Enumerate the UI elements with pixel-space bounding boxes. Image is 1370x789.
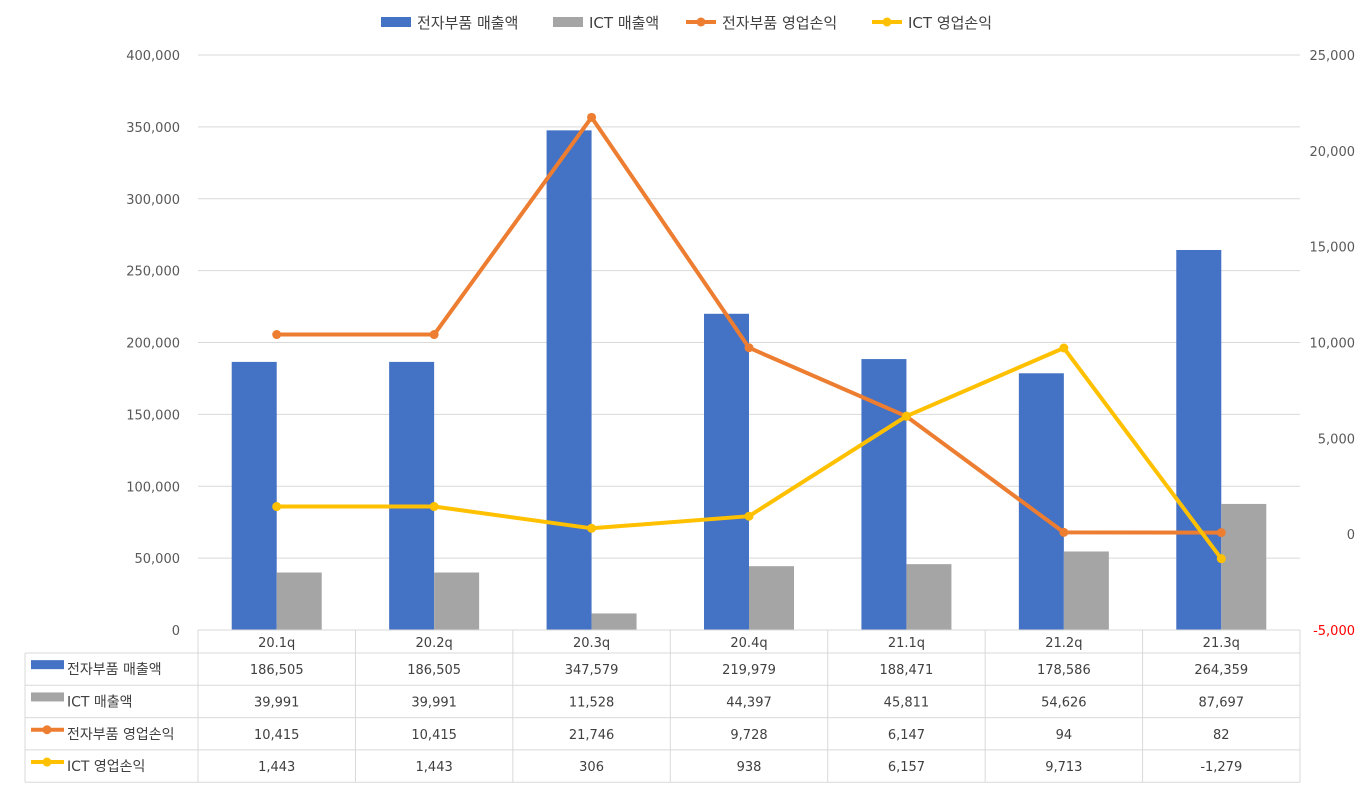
- table-cell: 9,728: [730, 728, 767, 743]
- table-cell: 6,147: [888, 728, 925, 743]
- table-legend-key-marker: [42, 757, 52, 767]
- bar: [1221, 503, 1267, 630]
- left-axis-tick-label: 250,000: [126, 265, 180, 280]
- line-point: [429, 502, 439, 512]
- table-cell: 82: [1213, 728, 1230, 743]
- category-label: 20.4q: [730, 636, 767, 651]
- table-cell: 10,415: [254, 728, 300, 743]
- bar: [1176, 249, 1222, 630]
- table-cell: 9,713: [1045, 760, 1082, 775]
- table-cell: 347,579: [565, 663, 619, 678]
- bar: [231, 361, 277, 630]
- bar: [546, 130, 592, 630]
- line-point: [429, 330, 439, 340]
- right-axis-tick-label: 5,000: [1318, 432, 1355, 447]
- bar: [749, 566, 794, 630]
- bar: [861, 359, 907, 630]
- bar: [906, 564, 952, 630]
- table-row-label: ICT 영업손익: [67, 759, 145, 775]
- table-cell: 45,811: [884, 695, 930, 710]
- right-axis-tick-label: 0: [1347, 528, 1355, 543]
- table-cell: 44,397: [726, 695, 772, 710]
- legend-label: 전자부품 매출액: [417, 14, 518, 32]
- table-cell: 1,443: [258, 760, 295, 775]
- table-cell: 39,991: [411, 695, 457, 710]
- table-cell: 39,991: [254, 695, 300, 710]
- legend-swatch-marker: [696, 17, 706, 27]
- line-point: [272, 330, 282, 340]
- category-label: 20.2q: [416, 636, 453, 651]
- table-cell: 11,528: [569, 695, 615, 710]
- table-cell: 6,157: [888, 760, 925, 775]
- table-cell: 188,471: [880, 663, 934, 678]
- bar: [1063, 551, 1109, 630]
- category-label: 20.1q: [258, 636, 295, 651]
- line-point: [1216, 554, 1226, 564]
- left-axis-tick-label: 0: [172, 624, 180, 639]
- bar: [389, 361, 435, 630]
- line-point: [1059, 343, 1069, 353]
- category-label: 20.3q: [573, 636, 610, 651]
- table-legend-key-marker: [42, 725, 52, 735]
- table-cell: 54,626: [1041, 695, 1087, 710]
- table-cell: 10,415: [411, 728, 457, 743]
- bar: [591, 613, 637, 630]
- legend-swatch-marker: [882, 17, 892, 27]
- line-point: [1059, 527, 1069, 537]
- line-point: [587, 523, 597, 533]
- table-cell: 938: [737, 760, 762, 775]
- category-label: 21.3q: [1203, 636, 1240, 651]
- table-row-label: ICT 매출액: [67, 694, 133, 710]
- right-axis-tick-label: 15,000: [1310, 241, 1356, 256]
- line-point: [1216, 528, 1226, 538]
- table-legend-key: [31, 692, 64, 702]
- category-label: 21.1q: [888, 636, 925, 651]
- table-row-label: 전자부품 영업손익: [67, 727, 175, 743]
- table-cell: 219,979: [722, 663, 776, 678]
- bar: [704, 313, 749, 630]
- legend-swatch: [381, 17, 411, 27]
- left-axis-tick-label: 200,000: [126, 337, 180, 352]
- left-axis-tick-label: 150,000: [126, 408, 180, 423]
- left-axis-tick-label: 350,000: [126, 121, 180, 136]
- legend-swatch: [553, 17, 583, 27]
- table-cell: 186,505: [250, 663, 304, 678]
- right-axis-tick-label: 20,000: [1310, 145, 1356, 160]
- legend-label: ICT 매출액: [589, 14, 659, 32]
- line-point: [744, 343, 754, 353]
- line-point: [901, 411, 911, 421]
- bar: [434, 572, 480, 630]
- bar: [276, 572, 322, 630]
- left-axis-tick-label: 300,000: [126, 193, 180, 208]
- table-cell: 94: [1056, 728, 1073, 743]
- table-cell: -1,279: [1200, 760, 1242, 775]
- table-legend-key: [31, 660, 64, 670]
- right-axis-tick-label: 25,000: [1310, 49, 1356, 64]
- left-axis-tick-label: 50,000: [135, 552, 181, 567]
- legend-label: ICT 영업손익: [908, 14, 992, 32]
- category-label: 21.2q: [1045, 636, 1082, 651]
- table-row-label: 전자부품 매출액: [67, 662, 162, 678]
- right-axis-tick-label: 10,000: [1310, 337, 1356, 352]
- line-point: [587, 112, 597, 122]
- table-cell: 178,586: [1037, 663, 1091, 678]
- table-cell: 21,746: [569, 728, 615, 743]
- left-axis-tick-label: 400,000: [126, 49, 180, 64]
- table-cell: 186,505: [407, 663, 461, 678]
- table-cell: 1,443: [416, 760, 453, 775]
- bar: [1018, 373, 1064, 630]
- line-point: [744, 511, 754, 521]
- line-point: [272, 502, 282, 512]
- right-axis-tick-label: -5,000: [1313, 624, 1355, 639]
- table-cell: 306: [579, 760, 604, 775]
- left-axis-tick-label: 100,000: [126, 480, 180, 495]
- table-cell: 264,359: [1194, 663, 1248, 678]
- legend-label: 전자부품 영업손익: [722, 14, 837, 32]
- table-cell: 87,697: [1199, 695, 1245, 710]
